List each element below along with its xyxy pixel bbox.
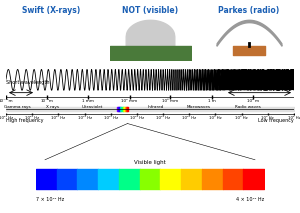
Text: Parkes (radio): Parkes (radio) (218, 6, 280, 15)
Text: 10⁶ Hz: 10⁶ Hz (235, 116, 248, 120)
Text: 10² Hz: 10² Hz (288, 116, 300, 120)
Text: 10¹⁶ Hz: 10¹⁶ Hz (104, 116, 118, 120)
Text: 10²⁴ Hz: 10²⁴ Hz (0, 116, 13, 120)
Text: Visible light: Visible light (134, 160, 166, 165)
Text: Low frequency: Low frequency (258, 118, 294, 123)
Text: Swift (X-rays): Swift (X-rays) (22, 6, 80, 15)
Text: 10²² Hz: 10²² Hz (25, 116, 39, 120)
Text: 1 m: 1 m (208, 99, 216, 103)
Text: 10¹⁰ Hz: 10¹⁰ Hz (182, 116, 196, 120)
Text: 10⁻¹¹m: 10⁻¹¹m (0, 99, 13, 103)
Text: Gamma rays: Gamma rays (4, 105, 31, 109)
Polygon shape (35, 31, 59, 42)
Polygon shape (15, 21, 80, 51)
Text: Radio waves: Radio waves (235, 105, 261, 109)
Text: Short wavelength: Short wavelength (6, 80, 50, 85)
Text: 10¹⁴ Hz: 10¹⁴ Hz (130, 116, 144, 120)
Text: NOT (visible): NOT (visible) (122, 6, 178, 15)
Text: 10² mm: 10² mm (122, 99, 138, 103)
Text: 10⁶ mm: 10⁶ mm (162, 99, 178, 103)
Text: X rays: X rays (46, 105, 59, 109)
Text: Infrared: Infrared (148, 105, 164, 109)
Text: 7 × 10¹⁴ Hz: 7 × 10¹⁴ Hz (36, 197, 64, 202)
Text: Long wavelength: Long wavelength (252, 80, 294, 85)
Text: 10⁻⁹m: 10⁻⁹m (41, 99, 54, 103)
Text: 4 × 10¹⁴ Hz: 4 × 10¹⁴ Hz (236, 197, 264, 202)
Text: 10⁸ Hz: 10⁸ Hz (209, 116, 222, 120)
Text: 10² m: 10² m (247, 99, 259, 103)
Text: 10⁴ Hz: 10⁴ Hz (262, 116, 274, 120)
Text: High frequency: High frequency (6, 118, 43, 123)
Text: 10²⁰ Hz: 10²⁰ Hz (51, 116, 65, 120)
Text: Microwaves: Microwaves (187, 105, 211, 109)
Text: 10¹⁸ Hz: 10¹⁸ Hz (78, 116, 92, 120)
Polygon shape (27, 27, 67, 46)
Text: 1 mm: 1 mm (82, 99, 94, 103)
Text: 10¹² Hz: 10¹² Hz (156, 116, 170, 120)
Text: Ultraviolet: Ultraviolet (82, 105, 103, 109)
